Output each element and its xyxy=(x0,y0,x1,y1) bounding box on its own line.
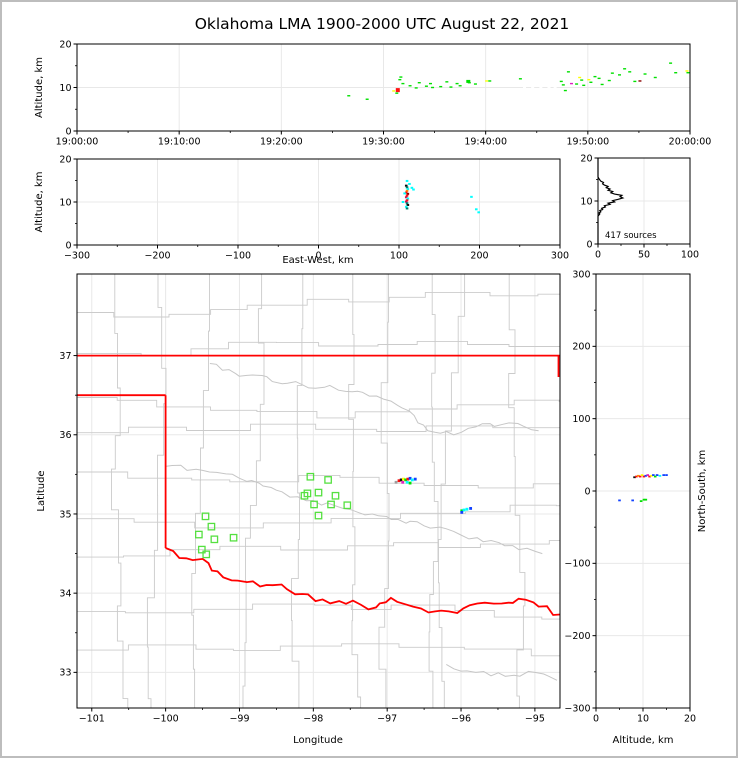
svg-text:0: 0 xyxy=(65,240,71,251)
tick-labels: 0 10 20 −300 −200 −100 0 100 200 300 xyxy=(564,269,696,724)
panel-source-histogram: 0 50 100 0 10 20 xyxy=(580,153,699,260)
ew-height-xlabel: East-West, km xyxy=(282,255,353,266)
county-lines xyxy=(77,274,560,708)
ew-height-ylabel: Altitude, km xyxy=(34,172,45,233)
svg-text:33: 33 xyxy=(59,668,71,679)
svg-text:0: 0 xyxy=(593,714,599,725)
state-border xyxy=(77,354,560,616)
ticks xyxy=(73,43,691,135)
histogram-annotation: 417 sources xyxy=(605,231,657,241)
svg-text:100: 100 xyxy=(572,414,590,425)
map-ylabel: Latitude xyxy=(36,470,47,511)
panel-ew-height: −300 −200 −100 0 100 200 300 0 10 20 xyxy=(59,154,569,261)
ticks xyxy=(592,273,691,712)
svg-text:19:50:00: 19:50:00 xyxy=(566,137,609,148)
svg-text:19:30:00: 19:30:00 xyxy=(362,137,405,148)
svg-text:37: 37 xyxy=(59,351,71,362)
svg-text:100: 100 xyxy=(681,250,699,261)
svg-text:−200: −200 xyxy=(144,251,170,262)
ns-ylabel: North-South, km xyxy=(697,450,708,533)
map-xlabel: Longitude xyxy=(293,735,343,746)
svg-text:50: 50 xyxy=(638,250,650,261)
svg-text:−300: −300 xyxy=(564,703,590,714)
panel-time-height: 19:00:00 19:10:00 19:20:00 19:30:00 19:40:00… xyxy=(56,39,712,147)
gridlines xyxy=(76,158,561,246)
panel-height-ns: 0 10 20 −300 −200 −100 0 100 200 300 xyxy=(564,269,696,724)
svg-text:−300: −300 xyxy=(64,251,90,262)
scatter-points xyxy=(618,474,668,503)
svg-text:19:10:00: 19:10:00 xyxy=(158,137,201,148)
svg-text:20:00:00: 20:00:00 xyxy=(669,137,712,148)
svg-text:300: 300 xyxy=(551,251,569,262)
svg-text:−200: −200 xyxy=(564,631,590,642)
time-height-ylabel: Altitude, km xyxy=(34,57,45,118)
histogram-line xyxy=(597,158,625,244)
ticks xyxy=(73,158,561,249)
svg-text:19:00:00: 19:00:00 xyxy=(56,137,99,148)
map-layers xyxy=(77,274,560,708)
svg-text:34: 34 xyxy=(59,588,71,599)
svg-text:−95: −95 xyxy=(525,714,545,725)
svg-text:100: 100 xyxy=(390,251,408,262)
svg-text:10: 10 xyxy=(59,197,71,208)
svg-text:−100: −100 xyxy=(564,559,590,570)
scatter-points xyxy=(347,62,690,100)
svg-text:−99: −99 xyxy=(229,714,249,725)
tick-labels: −101 −100 −99 −98 −97 −96 −95 33 34 35 36 37 xyxy=(59,351,545,725)
svg-text:20: 20 xyxy=(59,39,71,50)
tick-labels: −300 −200 −100 0 100 200 300 0 10 20 xyxy=(59,154,569,261)
svg-text:200: 200 xyxy=(572,342,590,353)
svg-text:19:40:00: 19:40:00 xyxy=(464,137,507,148)
ns-xlabel: Altitude, km xyxy=(613,735,674,746)
svg-text:−100: −100 xyxy=(225,251,251,262)
svg-text:300: 300 xyxy=(572,269,590,280)
svg-text:−97: −97 xyxy=(377,714,397,725)
svg-text:19:20:00: 19:20:00 xyxy=(260,137,303,148)
svg-text:0: 0 xyxy=(315,251,321,262)
station-markers xyxy=(195,472,352,559)
tick-labels: 0 50 100 0 10 20 xyxy=(580,153,699,260)
river-lines xyxy=(165,363,558,681)
svg-text:0: 0 xyxy=(586,239,592,250)
gridlines xyxy=(77,274,560,708)
svg-text:−101: −101 xyxy=(79,714,105,725)
svg-text:0: 0 xyxy=(595,250,601,261)
svg-text:36: 36 xyxy=(59,430,71,441)
gridlines xyxy=(595,273,691,709)
svg-text:10: 10 xyxy=(637,714,649,725)
svg-text:−98: −98 xyxy=(303,714,323,725)
figure-title: Oklahoma LMA 1900-2000 UTC August 22, 20… xyxy=(195,15,570,33)
svg-text:20: 20 xyxy=(580,153,592,164)
svg-text:10: 10 xyxy=(59,83,71,94)
svg-text:200: 200 xyxy=(470,251,488,262)
svg-text:−96: −96 xyxy=(451,714,471,725)
tick-labels: 19:00:00 19:10:00 19:20:00 19:30:00 19:40:00… xyxy=(56,39,712,147)
plot-panels: 19:00:00 19:10:00 19:20:00 19:30:00 19:40:00… xyxy=(56,39,712,724)
svg-text:20: 20 xyxy=(59,154,71,165)
svg-text:35: 35 xyxy=(59,509,71,520)
panel-plan-view: −101 −100 −99 −98 −97 −96 −95 33 34 35 36 37 xyxy=(59,273,561,725)
scatter-points xyxy=(401,179,480,214)
gridlines xyxy=(76,43,691,132)
svg-text:20: 20 xyxy=(684,714,696,725)
scatter-points xyxy=(394,476,473,514)
svg-text:10: 10 xyxy=(580,196,592,207)
ticks xyxy=(73,355,536,712)
svg-text:−100: −100 xyxy=(153,714,179,725)
svg-text:0: 0 xyxy=(65,126,71,137)
svg-text:0: 0 xyxy=(584,486,590,497)
